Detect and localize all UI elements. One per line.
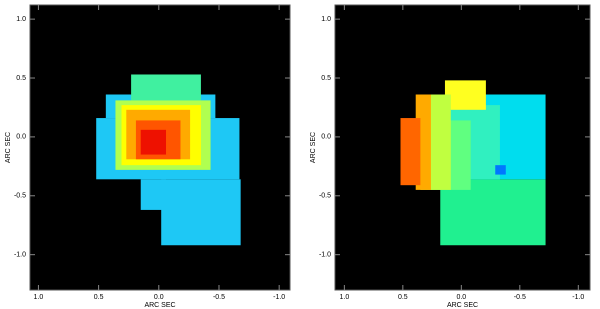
y-tick-label: 1.0 — [321, 16, 331, 23]
x-tick-label: 0.5 — [398, 294, 408, 301]
y-axis-label: ARC SEC — [310, 132, 317, 163]
x-tick-label: -0.5 — [213, 294, 225, 301]
x-tick-label: -1.0 — [273, 294, 285, 301]
y-tick-label: -0.5 — [14, 193, 26, 200]
plot-frame — [334, 4, 591, 291]
map-cell — [400, 118, 421, 186]
map-cell — [495, 165, 506, 175]
x-tick-label: -0.5 — [514, 294, 526, 301]
x-tick-label: 1.0 — [34, 294, 44, 301]
x-tick-label: 0.5 — [94, 294, 104, 301]
map-cell — [140, 179, 167, 210]
y-tick-label: -0.5 — [319, 193, 331, 200]
map-cell — [444, 80, 486, 110]
map-cell — [161, 179, 241, 246]
y-tick-label: 1.0 — [16, 16, 26, 23]
y-tick-label: 0.5 — [16, 75, 26, 82]
y-tick-label: -1.0 — [319, 252, 331, 259]
x-tick-label: 1.0 — [339, 294, 349, 301]
plot-frame — [29, 4, 291, 291]
x-tick-label: 0.0 — [456, 294, 466, 301]
x-axis-label: ARC SEC — [144, 302, 175, 309]
x-axis-label: ARC SEC — [447, 302, 478, 309]
map-cell — [131, 74, 201, 101]
x-tick-label: 0.0 — [154, 294, 164, 301]
y-axis-label: ARC SEC — [5, 132, 12, 163]
y-tick-label: 0.5 — [321, 75, 331, 82]
y-tick-label: -1.0 — [14, 252, 26, 259]
y-tick-label: 0.0 — [321, 134, 331, 141]
y-tick-label: 0.0 — [16, 134, 26, 141]
x-tick-label: -1.0 — [572, 294, 584, 301]
map-cell — [140, 129, 167, 155]
map-cell — [440, 179, 546, 246]
